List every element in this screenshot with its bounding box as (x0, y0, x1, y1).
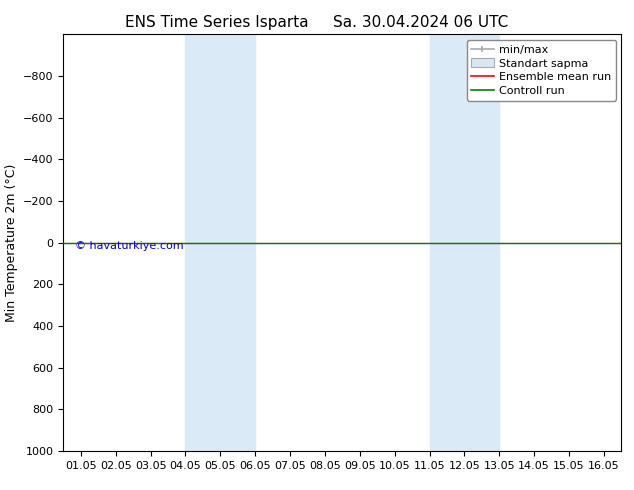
Legend: min/max, Standart sapma, Ensemble mean run, Controll run: min/max, Standart sapma, Ensemble mean r… (467, 40, 616, 100)
Bar (185, 34, 255, 451)
Text: © havaturkiye.com: © havaturkiye.com (75, 241, 183, 251)
Y-axis label: Min Temperature 2m (°C): Min Temperature 2m (°C) (4, 163, 18, 322)
Bar (429, 34, 500, 451)
Text: ENS Time Series Isparta     Sa. 30.04.2024 06 UTC: ENS Time Series Isparta Sa. 30.04.2024 0… (126, 15, 508, 30)
